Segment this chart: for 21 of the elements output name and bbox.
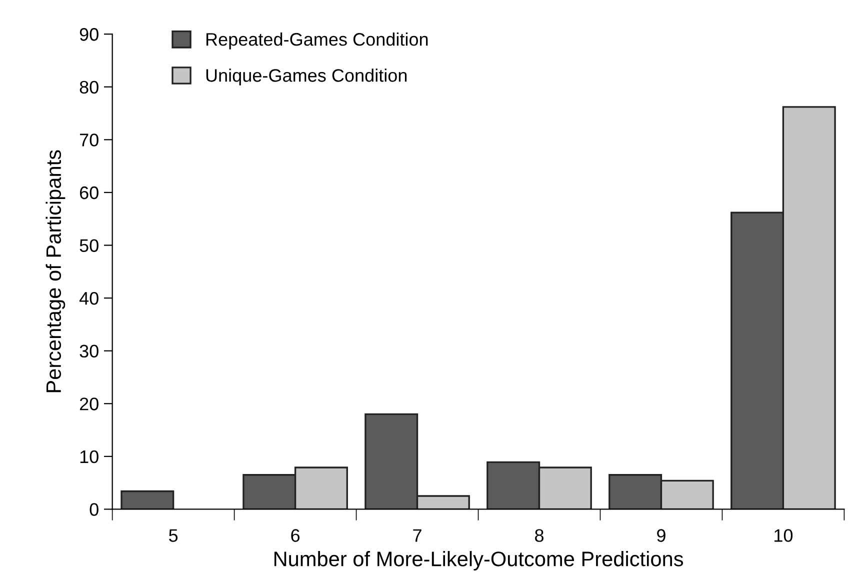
x-tick-label: 9 xyxy=(657,529,666,542)
y-tick-label: 50 xyxy=(80,239,98,252)
x-axis-title: Number of More-Likely-Outcome Predictions xyxy=(274,551,684,570)
x-tick-label: 8 xyxy=(535,529,544,542)
y-axis-title: Percentage of Participants xyxy=(46,150,66,392)
y-tick-label: 30 xyxy=(80,344,98,358)
y-tick-label: 60 xyxy=(80,186,98,200)
y-tick-label: 0 xyxy=(90,503,98,516)
legend-label: Unique-Games Condition xyxy=(206,68,407,86)
x-tick-label: 10 xyxy=(774,529,793,542)
x-tick-label: 7 xyxy=(413,529,422,542)
y-tick-label: 90 xyxy=(80,28,98,41)
y-tick-label: 10 xyxy=(80,450,98,464)
y-tick-label: 40 xyxy=(79,292,98,305)
y-tick-label: 70 xyxy=(80,134,98,146)
y-tick-label: 80 xyxy=(80,80,98,94)
y-tick-label: 20 xyxy=(80,398,98,410)
bar xyxy=(120,490,174,510)
x-tick-label: 5 xyxy=(169,529,178,542)
x-tick-label: 6 xyxy=(291,529,300,542)
legend-label: Repeated-Games Condition xyxy=(206,32,428,50)
